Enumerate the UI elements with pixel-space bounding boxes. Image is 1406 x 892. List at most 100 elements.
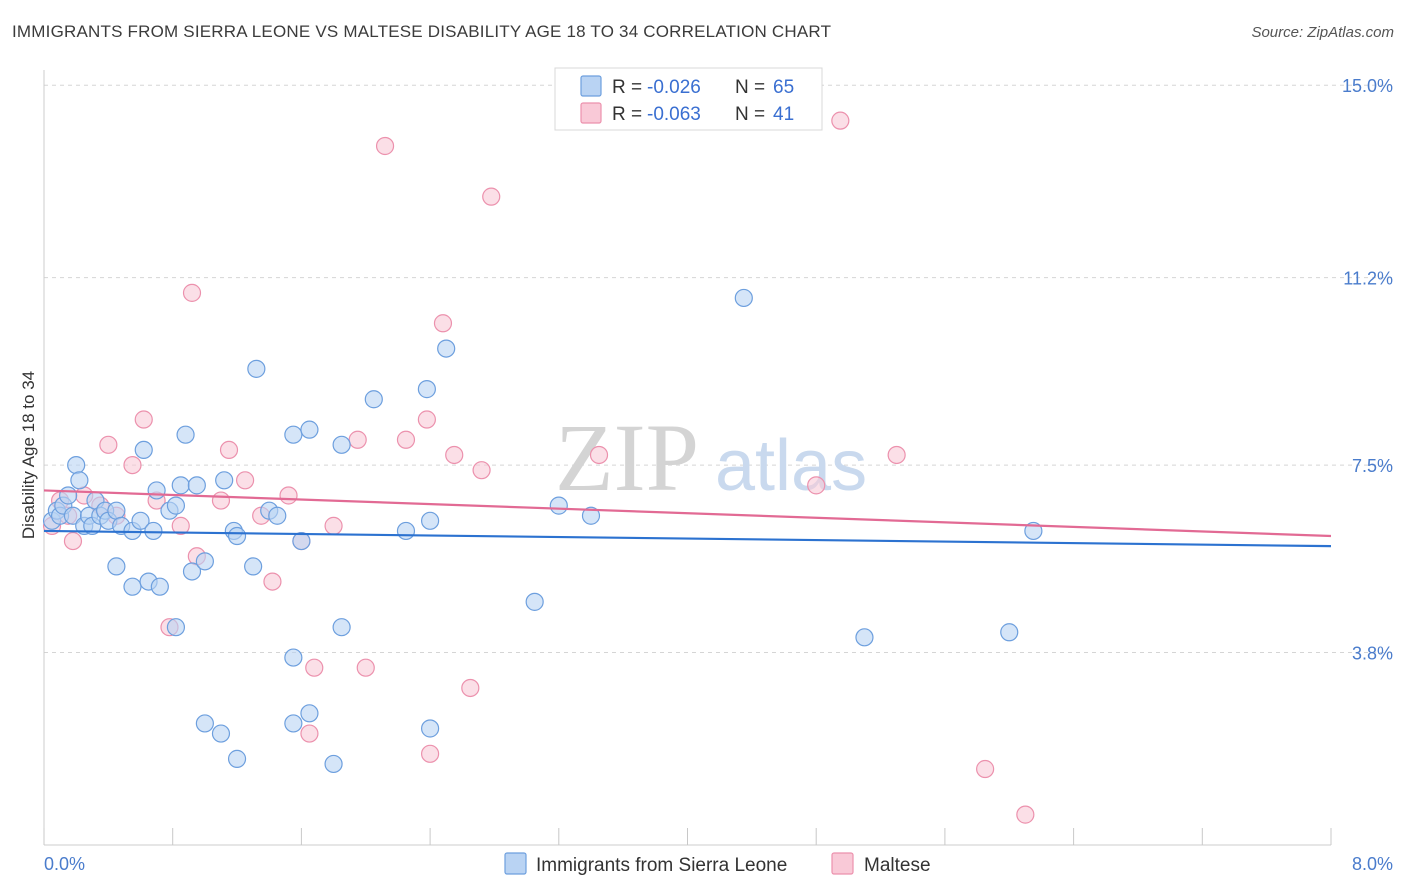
maltese-point xyxy=(421,744,440,763)
legend-swatch-sierra-leone xyxy=(580,75,602,97)
watermark: ZIP atlas xyxy=(555,404,867,511)
chart-title: IMMIGRANTS FROM SIERRA LEONE VS MALTESE … xyxy=(12,22,832,41)
sierra-leone-point xyxy=(332,618,351,637)
maltese-point xyxy=(589,445,609,465)
trend-line-maltese xyxy=(43,489,1332,538)
sierra-leone-point xyxy=(182,562,202,581)
sierra-leone-point xyxy=(195,714,214,733)
sierra-leone-point xyxy=(166,618,186,637)
bottom-legend-swatch-maltese xyxy=(831,852,854,875)
maltese-point xyxy=(123,455,142,475)
stats-legend: R = -0.026 N = 65 R = -0.063 N = 41 xyxy=(554,67,823,131)
sierra-leone-point xyxy=(171,476,190,495)
sierra-leone-point xyxy=(300,420,319,439)
source-credit: Source: ZipAtlas.com xyxy=(1251,24,1394,41)
maltese-point xyxy=(396,430,416,449)
maltese-point xyxy=(831,111,850,130)
maltese-point xyxy=(235,471,255,490)
sierra-leone-point xyxy=(131,511,150,530)
sierra-leone-point xyxy=(525,592,544,611)
maltese-point xyxy=(472,461,491,480)
x-tick-label-max: 8.0% xyxy=(1352,854,1393,874)
y-axis-title: Disability Age 18 to 34 xyxy=(19,371,38,539)
sierra-leone-point xyxy=(292,531,311,551)
legend-r-label: R = xyxy=(612,77,642,98)
maltese-point xyxy=(300,724,319,743)
x-tick-label-min: 0.0% xyxy=(44,854,85,874)
series-maltese-points xyxy=(42,111,1035,824)
sierra-leone-point xyxy=(134,440,153,460)
y-tick-label: 15.0% xyxy=(1342,76,1393,96)
sierra-leone-point xyxy=(70,471,89,490)
maltese-point xyxy=(461,678,480,698)
legend-n-value-sierra-leone: 65 xyxy=(773,77,794,98)
maltese-point xyxy=(482,187,501,206)
maltese-point xyxy=(305,658,324,677)
sierra-leone-point xyxy=(324,754,343,774)
maltese-point xyxy=(445,445,464,465)
maltese-point xyxy=(417,410,436,429)
maltese-point xyxy=(134,410,153,429)
trend-line-sierra-leone xyxy=(43,529,1332,548)
sierra-leone-point xyxy=(147,481,166,500)
sierra-leone-point xyxy=(244,557,263,576)
sierra-leone-point xyxy=(166,496,186,515)
sierra-leone-point xyxy=(150,577,169,596)
trend-lines xyxy=(43,489,1332,548)
maltese-point xyxy=(887,445,906,465)
legend-n-value-maltese: 41 xyxy=(773,104,794,125)
sierra-leone-point xyxy=(364,390,383,409)
watermark-atlas: atlas xyxy=(715,426,867,506)
maltese-point xyxy=(279,486,298,505)
maltese-point xyxy=(63,531,83,551)
y-tick-label: 3.8% xyxy=(1352,644,1393,664)
maltese-point xyxy=(182,283,202,302)
maltese-point xyxy=(976,759,995,779)
sierra-leone-point xyxy=(300,704,319,723)
sierra-leone-point xyxy=(195,552,214,571)
y-tick-label: 11.2% xyxy=(1343,269,1393,289)
maltese-point xyxy=(99,435,118,454)
bottom-legend-label-maltese: Maltese xyxy=(864,855,931,876)
sierra-leone-point xyxy=(268,506,287,525)
sierra-leone-point xyxy=(176,425,195,444)
bottom-legend: Immigrants from Sierra Leone Maltese xyxy=(504,852,931,876)
y-tick-labels: 3.8% 7.5% 11.2% 15.0% xyxy=(1342,76,1393,663)
axes xyxy=(43,70,1332,846)
sierra-leone-point xyxy=(107,501,126,520)
sierra-leone-point xyxy=(284,425,303,444)
maltese-point xyxy=(324,516,343,535)
watermark-zip: ZIP xyxy=(555,404,699,511)
sierra-leone-point xyxy=(284,714,303,733)
sierra-leone-point xyxy=(67,455,86,475)
sierra-leone-point xyxy=(227,526,247,546)
sierra-leone-point xyxy=(59,486,78,505)
sierra-leone-point xyxy=(123,577,142,596)
sierra-leone-point xyxy=(332,435,351,454)
legend-r-value-sierra-leone: -0.026 xyxy=(647,77,701,98)
sierra-leone-point xyxy=(1000,623,1019,642)
sierra-leone-point xyxy=(581,506,601,525)
sierra-leone-point xyxy=(247,359,266,378)
sierra-leone-point xyxy=(211,724,231,743)
sierra-leone-point xyxy=(227,749,247,768)
legend-r-label: R = xyxy=(612,104,642,125)
maltese-point xyxy=(348,430,367,449)
series-sierra-leone-points xyxy=(42,288,1043,774)
sierra-leone-point xyxy=(107,557,126,576)
sierra-leone-point xyxy=(284,648,303,667)
maltese-point xyxy=(433,314,453,333)
legend-n-label: N = xyxy=(735,104,765,125)
sierra-leone-point xyxy=(215,471,234,490)
sierra-leone-point xyxy=(396,521,416,541)
y-tick-label: 7.5% xyxy=(1352,456,1393,476)
maltese-point xyxy=(263,572,282,591)
sierra-leone-point xyxy=(187,476,206,495)
maltese-point xyxy=(1016,805,1035,824)
sierra-leone-point xyxy=(144,521,163,541)
maltese-point xyxy=(171,516,190,535)
legend-n-label: N = xyxy=(735,77,765,98)
sierra-leone-point xyxy=(549,496,568,515)
maltese-point xyxy=(807,476,826,495)
